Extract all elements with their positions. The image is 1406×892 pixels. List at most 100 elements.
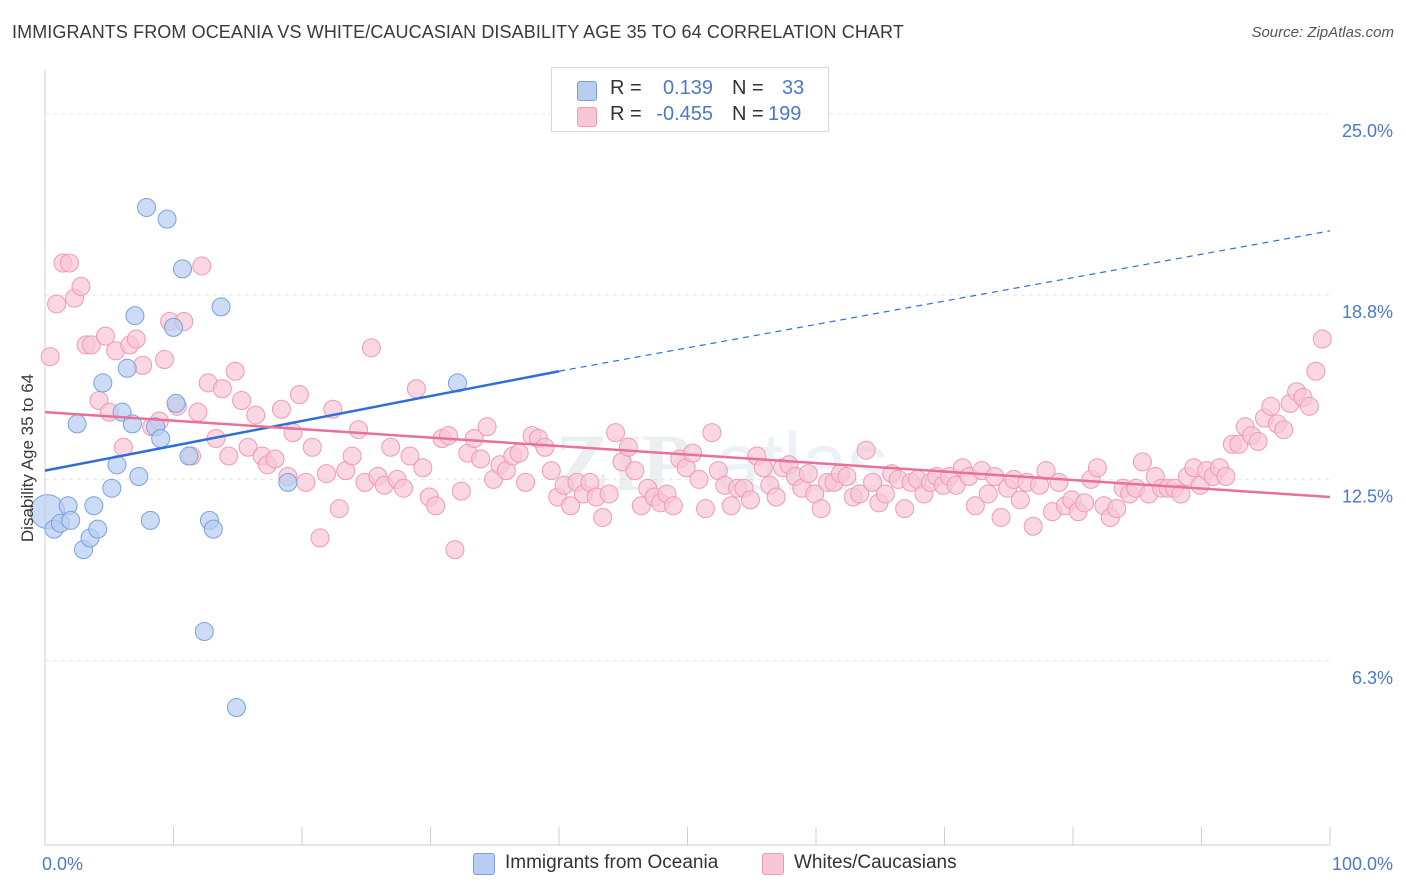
data-point-whites: [1132, 452, 1152, 472]
data-point-whites: [133, 355, 153, 375]
legend-r-value: -0.455: [656, 103, 713, 125]
data-point-whites: [663, 496, 683, 516]
data-point-oceania: [88, 519, 108, 539]
x-tick-label: 0.0%: [42, 854, 83, 874]
data-point-whites: [689, 469, 709, 489]
data-point-whites: [1075, 493, 1095, 513]
data-point-oceania: [140, 510, 160, 530]
data-point-oceania: [166, 393, 186, 413]
data-point-whites: [599, 484, 619, 504]
trend-line-oceania: [44, 369, 560, 472]
data-point-whites: [225, 361, 245, 381]
y-tick-label: 6.3%: [1352, 668, 1393, 688]
data-point-whites: [798, 464, 818, 484]
data-point-whites: [702, 423, 722, 443]
data-point-whites: [192, 256, 212, 276]
data-point-whites: [1107, 499, 1127, 519]
data-point-whites: [606, 423, 626, 443]
legend-r-value: 0.139: [662, 77, 713, 99]
data-point-whites: [683, 443, 703, 463]
data-point-whites: [811, 499, 831, 519]
data-point-whites: [47, 294, 67, 314]
data-point-oceania: [179, 446, 199, 466]
data-point-whites: [753, 458, 773, 478]
data-point-whites: [296, 472, 316, 492]
data-point-whites: [895, 499, 915, 519]
data-point-oceania: [137, 197, 157, 217]
data-point-oceania: [157, 209, 177, 229]
data-point-whites: [965, 496, 985, 516]
data-point-whites: [238, 437, 258, 457]
data-point-whites: [381, 437, 401, 457]
data-point-whites: [289, 385, 309, 405]
data-point-whites: [471, 449, 491, 469]
legend-swatch-pink: [577, 107, 597, 127]
data-point-whites: [40, 347, 60, 367]
data-point-whites: [394, 478, 414, 498]
data-point-whites: [81, 335, 101, 355]
data-point-oceania: [61, 510, 81, 530]
data-point-oceania: [84, 496, 104, 516]
data-point-oceania: [278, 472, 298, 492]
data-point-whites: [991, 507, 1011, 527]
data-point-oceania: [194, 622, 214, 642]
data-point-whites: [740, 490, 760, 510]
data-point-whites: [721, 496, 741, 516]
data-point-whites: [618, 437, 638, 457]
data-point-whites: [126, 329, 146, 349]
legend-row-whites: R = -0.455 N = 199: [552, 103, 828, 131]
correlation-legend: R = 0.139 N = 33 R = -0.455 N = 199: [551, 67, 829, 132]
y-tick-labels: 6.3% 12.5% 18.8% 25.0%: [1342, 121, 1393, 688]
bottom-legend-label-whites: Whites/Caucasians: [794, 852, 957, 873]
data-point-whites: [302, 437, 322, 457]
y-tick-label: 12.5%: [1342, 486, 1393, 506]
data-point-whites: [863, 472, 883, 492]
bottom-legend-label-oceania: Immigrants from Oceania: [505, 852, 719, 873]
data-point-whites: [1274, 420, 1294, 440]
data-point-whites: [1312, 329, 1332, 349]
legend-n-label: N =: [732, 103, 764, 125]
y-tick-label: 25.0%: [1342, 121, 1393, 141]
data-point-whites: [477, 417, 497, 437]
data-point-whites: [978, 484, 998, 504]
data-point-whites: [310, 528, 330, 548]
data-point-whites: [219, 446, 239, 466]
data-point-whites: [400, 446, 420, 466]
data-point-oceania: [125, 306, 145, 326]
data-point-whites: [1036, 461, 1056, 481]
data-point-oceania: [211, 297, 231, 317]
legend-r-label: R =: [610, 77, 642, 99]
data-point-whites: [413, 458, 433, 478]
bottom-legend-swatch-blue: [473, 853, 495, 875]
trend-lines: [44, 230, 1331, 499]
data-point-whites: [593, 507, 613, 527]
data-point-whites: [155, 350, 175, 370]
data-point-oceania: [102, 478, 122, 498]
data-point-whites: [509, 443, 529, 463]
data-point-whites: [1248, 431, 1268, 451]
source-credit: Source: ZipAtlas.com: [1251, 24, 1394, 41]
data-point-whites: [850, 484, 870, 504]
data-point-whites: [561, 496, 581, 516]
data-point-whites: [445, 540, 465, 560]
data-point-whites: [1216, 467, 1236, 487]
x-tick-labels: 0.0% 100.0%: [42, 854, 1393, 874]
y-axis-label: Disability Age 35 to 64: [18, 374, 37, 542]
data-point-oceania: [93, 373, 113, 393]
data-point-whites: [95, 326, 115, 346]
trend-line-oceania-extension: [558, 230, 1331, 372]
data-point-whites: [464, 428, 484, 448]
data-point-whites: [1087, 458, 1107, 478]
data-point-whites: [361, 338, 381, 358]
axes: [44, 70, 1331, 846]
data-point-whites: [1010, 490, 1030, 510]
data-point-whites: [271, 399, 291, 419]
data-point-whites: [232, 390, 252, 410]
data-point-oceania: [203, 519, 223, 539]
data-point-whites: [1049, 472, 1069, 492]
bottom-legend-swatch-pink: [762, 853, 784, 875]
data-point-whites: [1299, 396, 1319, 416]
data-point-whites: [875, 484, 895, 504]
data-point-whites: [438, 426, 458, 446]
data-point-whites: [283, 423, 303, 443]
